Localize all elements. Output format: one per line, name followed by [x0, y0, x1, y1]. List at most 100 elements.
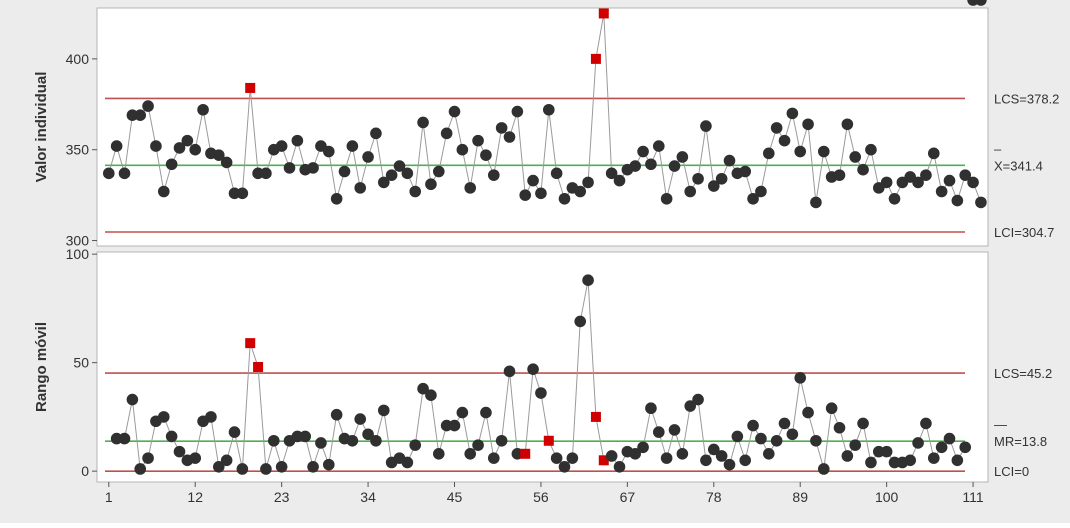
data-point	[778, 134, 791, 147]
data-point	[558, 461, 571, 473]
data-point	[542, 103, 555, 116]
data-point	[574, 315, 587, 328]
data-point	[959, 441, 972, 454]
data-point	[503, 131, 516, 143]
data-point	[346, 140, 359, 152]
data-point	[770, 122, 783, 134]
data-point	[362, 151, 374, 163]
data-point	[142, 100, 154, 112]
data-point	[189, 452, 202, 464]
plot-area	[96, 7, 989, 247]
data-point	[833, 169, 846, 181]
data-point	[134, 109, 147, 121]
data-point	[660, 452, 673, 464]
data-point	[920, 417, 932, 430]
data-point	[307, 162, 319, 174]
data-point	[668, 424, 681, 436]
data-point	[330, 408, 343, 421]
data-point	[527, 174, 539, 187]
data-point	[425, 178, 437, 191]
data-point	[527, 363, 539, 375]
data-point	[283, 162, 296, 174]
x-tick-label: 1	[105, 489, 113, 505]
limit-label-lcs: LCS=45.2	[994, 366, 1052, 381]
x-tick-label: 56	[533, 489, 549, 505]
data-point	[700, 120, 712, 132]
data-point	[393, 160, 406, 172]
data-point	[503, 365, 516, 378]
data-point	[260, 463, 272, 475]
data-point	[715, 172, 728, 185]
data-point	[354, 182, 367, 194]
limit-label-lcs: LCS=378.2	[994, 91, 1059, 106]
chart-panel-2: 0 50 100 Rango móvil LCS=45.2 MR=13.8 — LCI=0	[33, 0, 1052, 483]
data-point	[637, 145, 649, 158]
data-point	[582, 176, 594, 189]
data-point	[684, 400, 697, 412]
data-point	[880, 445, 893, 458]
data-point	[810, 434, 822, 447]
data-point	[464, 182, 477, 194]
data-point	[118, 432, 131, 445]
data-point	[275, 461, 288, 473]
data-point	[299, 430, 312, 443]
x-tick-label: 78	[706, 489, 722, 505]
y-tick-label: 50	[73, 355, 89, 371]
data-point	[967, 176, 979, 189]
data-point	[362, 428, 374, 441]
x-tick-label: 111	[962, 489, 983, 505]
data-point	[550, 167, 563, 180]
data-point	[142, 452, 154, 464]
data-point	[943, 174, 956, 187]
data-point	[888, 192, 901, 205]
data-point	[723, 154, 736, 167]
y-axis-title: Rango móvil	[33, 322, 50, 412]
data-point	[794, 145, 807, 158]
out-of-control-point	[590, 411, 601, 422]
data-point	[770, 434, 783, 447]
data-point	[236, 463, 249, 475]
data-point	[456, 406, 469, 419]
data-point	[951, 194, 964, 207]
data-point	[370, 434, 382, 447]
limit-label-lci: LCI=304.7	[994, 225, 1054, 240]
data-point	[762, 147, 775, 160]
data-point	[943, 432, 956, 445]
data-point	[652, 140, 665, 152]
data-point	[684, 185, 697, 198]
data-point	[291, 134, 304, 147]
data-point	[723, 458, 736, 471]
data-point	[762, 447, 775, 460]
data-point	[385, 169, 398, 181]
data-point	[802, 406, 814, 419]
y-axis-title: Valor individual	[33, 72, 50, 183]
data-point	[228, 426, 241, 438]
data-point	[959, 169, 972, 181]
x-tick-label: 45	[447, 489, 463, 505]
data-point	[275, 140, 288, 152]
data-point	[401, 456, 414, 469]
data-point	[377, 404, 390, 417]
x-tick-label: 67	[620, 489, 636, 505]
data-point	[220, 156, 233, 169]
out-of-control-point	[598, 8, 609, 19]
data-point	[802, 118, 814, 131]
limit-label-lci: LCI=0	[994, 464, 1029, 479]
out-of-control-point	[598, 455, 609, 466]
data-point	[935, 441, 948, 454]
y-tick-label: 350	[66, 142, 90, 158]
data-point	[260, 167, 272, 180]
data-point	[322, 458, 335, 471]
data-point	[417, 116, 429, 129]
data-point	[448, 105, 461, 118]
data-point	[975, 0, 987, 6]
data-point	[645, 402, 657, 415]
data-point	[629, 447, 642, 460]
data-point	[582, 274, 594, 287]
data-point	[558, 192, 571, 205]
data-point	[157, 411, 170, 423]
data-point	[417, 382, 429, 395]
x-tick-label: 89	[792, 489, 808, 505]
y-tick-label: 300	[66, 233, 90, 249]
